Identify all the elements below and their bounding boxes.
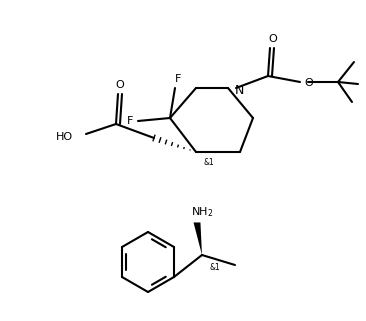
Text: NH$_2$: NH$_2$ bbox=[191, 205, 213, 219]
Text: F: F bbox=[175, 74, 181, 84]
Text: N: N bbox=[235, 83, 244, 97]
Text: &1: &1 bbox=[204, 158, 215, 167]
Text: O: O bbox=[116, 80, 124, 90]
Text: O: O bbox=[269, 34, 277, 44]
Text: O: O bbox=[304, 78, 313, 88]
Polygon shape bbox=[194, 222, 202, 255]
Text: F: F bbox=[127, 116, 133, 126]
Text: HO: HO bbox=[56, 132, 73, 142]
Text: &1: &1 bbox=[210, 263, 221, 272]
